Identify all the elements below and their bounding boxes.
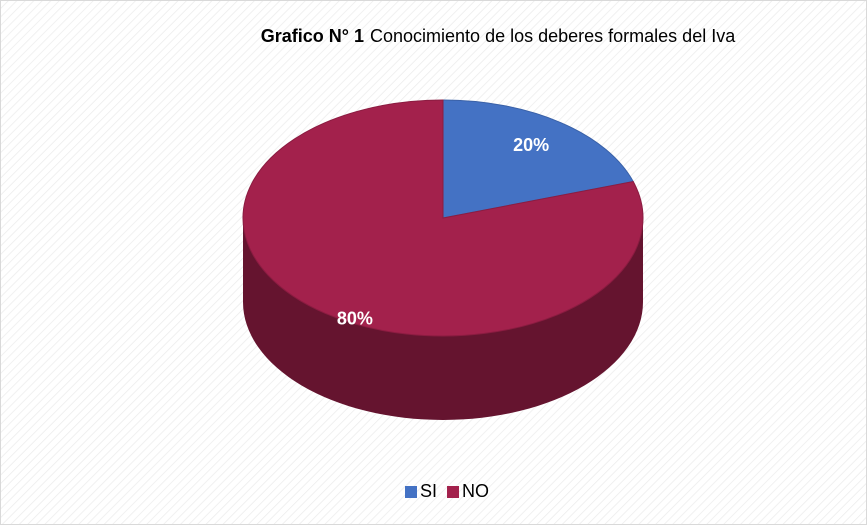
legend: SI NO	[405, 481, 489, 501]
title-label: Grafico N° 1	[261, 26, 364, 46]
legend-swatch	[447, 486, 460, 498]
pie-side	[243, 218, 643, 420]
pie-slice	[442, 99, 634, 219]
data-label: 20%	[513, 135, 549, 155]
title-text: Conocimiento de los deberes formales del…	[370, 26, 736, 46]
chart-title: Grafico N° 1 Conocimiento de los deberes …	[261, 26, 736, 46]
data-label: 80%	[337, 308, 373, 328]
legend-swatch	[405, 486, 417, 498]
pie-slice	[242, 99, 644, 337]
legend-label: NO	[462, 481, 489, 501]
legend-label: SI	[420, 481, 437, 501]
pie: 20% 80%	[242, 99, 644, 420]
